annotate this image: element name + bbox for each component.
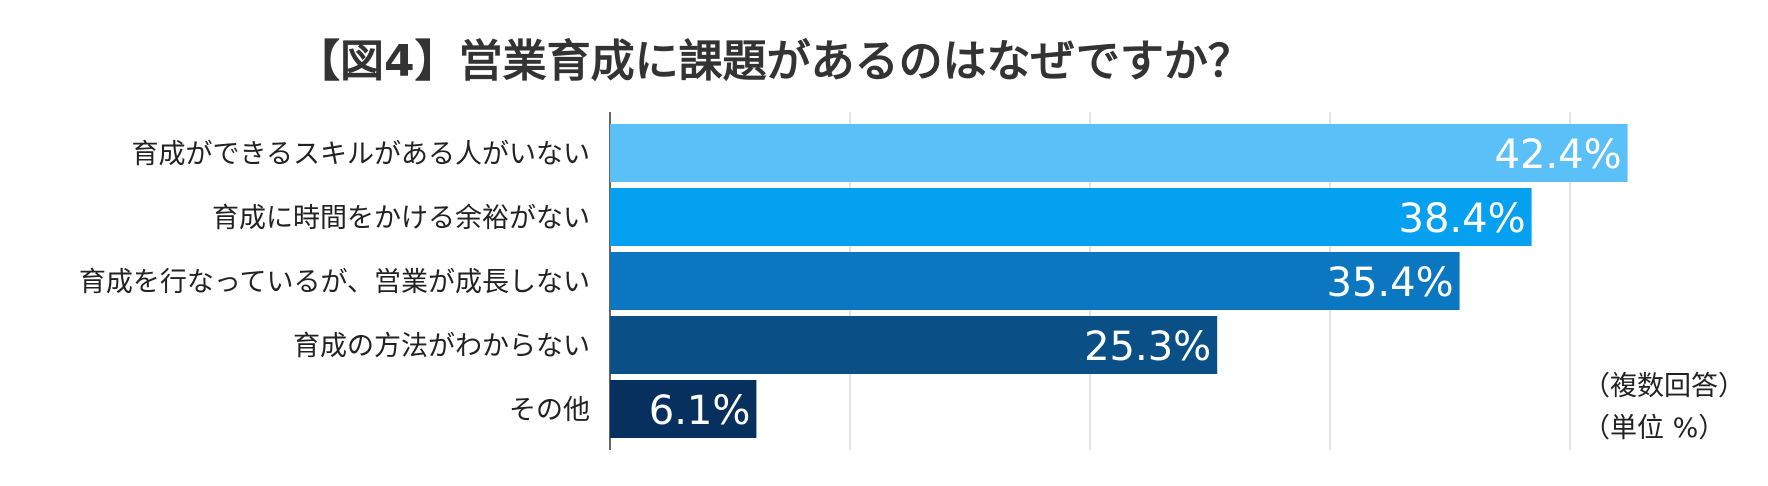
bars [610, 124, 1628, 438]
category-labels: 育成ができるスキルがある人がいない育成に時間をかける余裕がない育成を行なっている… [79, 139, 590, 426]
bar-5 [610, 380, 757, 438]
value-labels: 42.4% 38.4% 35.4% 25.3% 6.1% [649, 132, 1622, 434]
value-label-4: 25.3% [1084, 324, 1211, 370]
bar-4 [610, 316, 1218, 374]
chart-title: 【図4】営業育成に課題があるのはなぜですか？ [296, 36, 1252, 87]
note-multiple-answer: （複数回答） [1583, 371, 1745, 402]
bar-1 [610, 124, 1628, 182]
value-label-3: 35.4% [1327, 260, 1454, 306]
note-unit: （単位 %） [1583, 413, 1725, 444]
value-label-2: 38.4% [1399, 196, 1526, 242]
value-label-5: 6.1% [649, 388, 751, 434]
bar-3 [610, 252, 1460, 310]
category-label-1: 育成ができるスキルがある人がいない [132, 139, 590, 170]
category-label-3: 育成を行なっているが、営業が成長しない [79, 267, 590, 298]
value-label-1: 42.4% [1495, 132, 1622, 178]
category-label-2: 育成に時間をかける余裕がない [212, 203, 590, 234]
category-label-5: その他 [509, 395, 590, 426]
bar-2 [610, 188, 1532, 246]
category-label-4: 育成の方法がわからない [293, 331, 590, 362]
